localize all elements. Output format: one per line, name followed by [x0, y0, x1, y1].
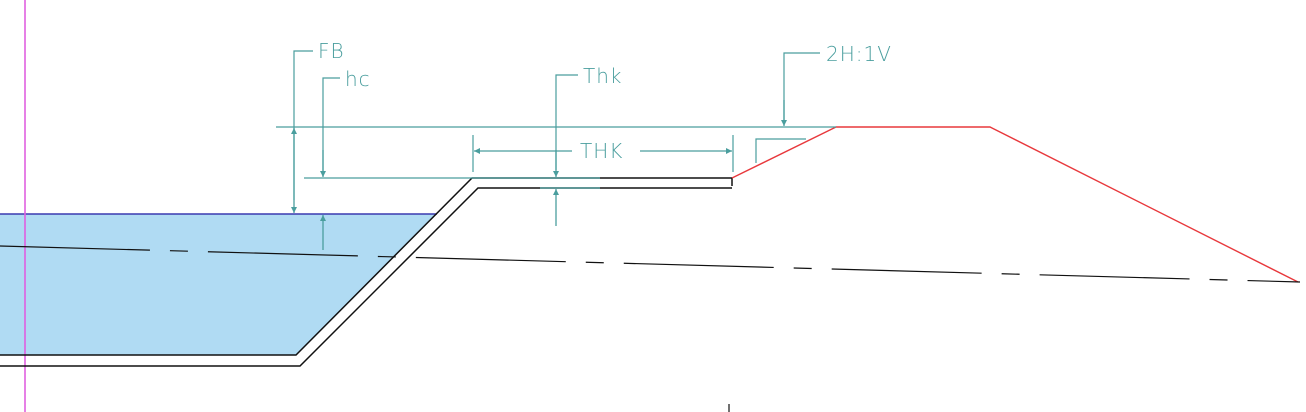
critical-depth-dimension: hc — [320, 67, 371, 250]
channel-lining-outer — [0, 187, 732, 367]
lining-thickness-dimension: Thk — [553, 64, 622, 226]
ground-line — [0, 245, 1301, 283]
freeboard-label: FB — [318, 39, 345, 63]
lining-thickness-label: Thk — [583, 64, 622, 88]
slope-indicator: 2H:1V — [755, 42, 892, 163]
slope-label: 2H:1V — [826, 42, 892, 66]
freeboard-dimension: FB — [291, 39, 345, 213]
water-body — [0, 214, 437, 355]
overall-thickness-dimension: THK — [472, 135, 734, 172]
embankment-outline — [731, 126, 1299, 283]
critical-depth-label: hc — [345, 67, 371, 91]
overall-thickness-label: THK — [580, 139, 623, 163]
